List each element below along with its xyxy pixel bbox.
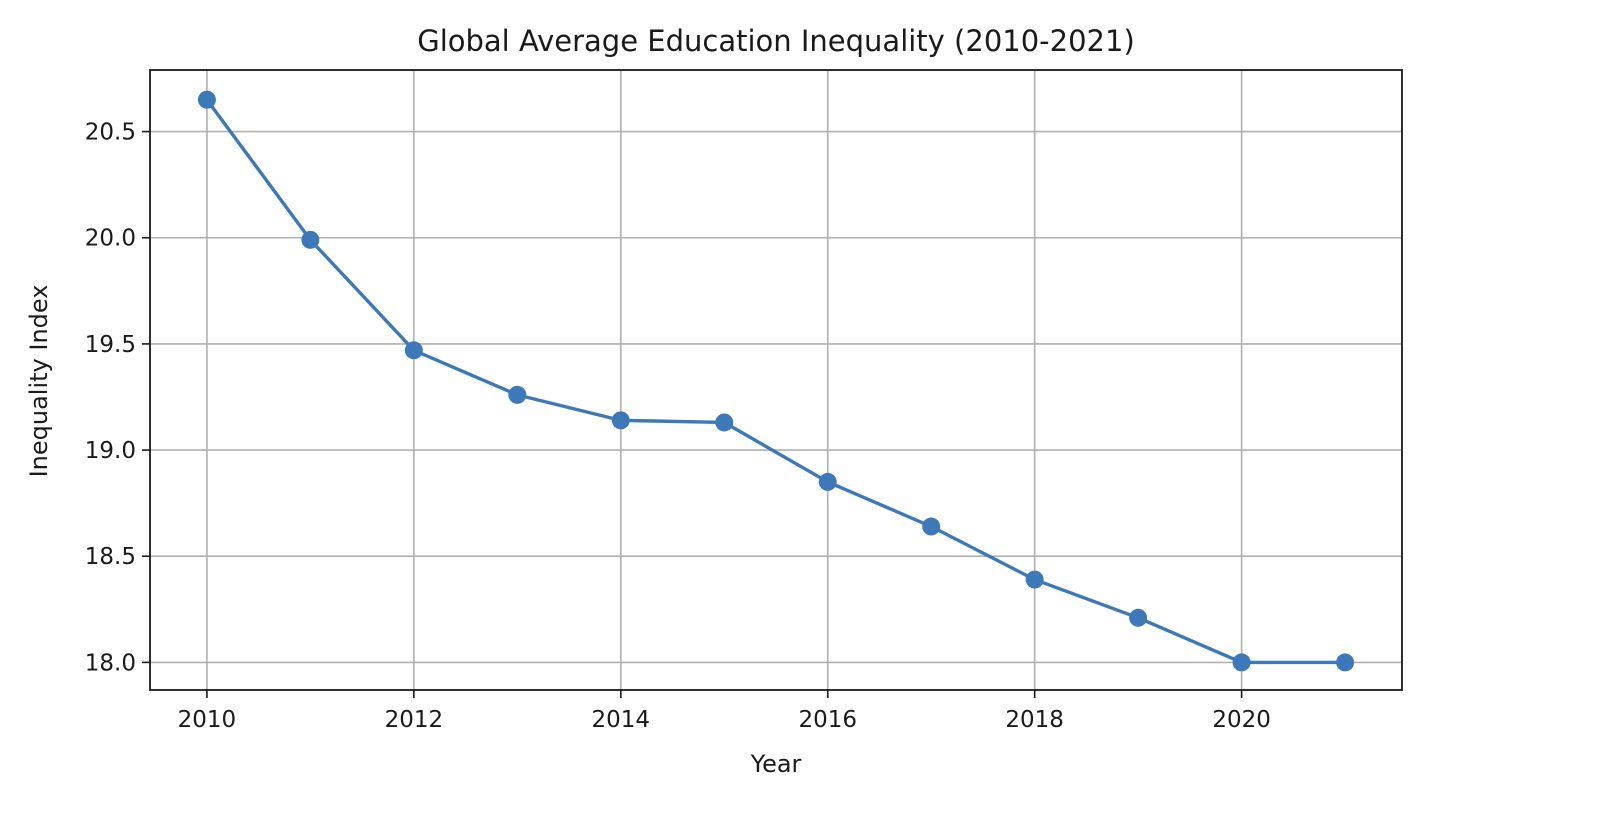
data-point [197, 90, 216, 109]
axis-ticks: 2010 2012 2014 2016 2018 2020 18.0 18.5 19.0 19.5… [85, 120, 1271, 733]
grid [150, 70, 1402, 690]
chart-title: Global Average Education Inequality (201… [417, 24, 1135, 58]
y-tick-label: 18.0 [85, 650, 136, 676]
y-axis-label: Inequality Index [25, 285, 53, 478]
x-tick-label: 2020 [1212, 707, 1271, 733]
data-point [301, 230, 320, 249]
data-point [922, 517, 941, 536]
y-tick-label: 20.0 [85, 226, 136, 252]
x-tick-label: 2014 [592, 707, 651, 733]
x-tick-label: 2012 [385, 707, 444, 733]
data-point [1129, 608, 1148, 627]
data-point [1336, 653, 1355, 672]
data-point [715, 413, 734, 432]
data-series [197, 90, 1355, 672]
x-tick-label: 2018 [1005, 707, 1064, 733]
data-point [611, 411, 630, 430]
data-point [818, 472, 837, 491]
y-tick-label: 19.0 [85, 438, 136, 464]
y-tick-label: 19.5 [85, 332, 136, 358]
data-point [1025, 570, 1044, 589]
y-tick-label: 20.5 [85, 120, 136, 146]
data-point [508, 385, 527, 404]
x-tick-label: 2010 [178, 707, 237, 733]
plot-frame [149, 69, 1403, 691]
data-point [404, 341, 423, 360]
y-tick-label: 18.5 [85, 544, 136, 570]
x-tick-label: 2016 [798, 707, 857, 733]
data-point [1232, 653, 1251, 672]
x-axis-label: Year [750, 750, 802, 778]
series-line [205, 98, 1346, 665]
